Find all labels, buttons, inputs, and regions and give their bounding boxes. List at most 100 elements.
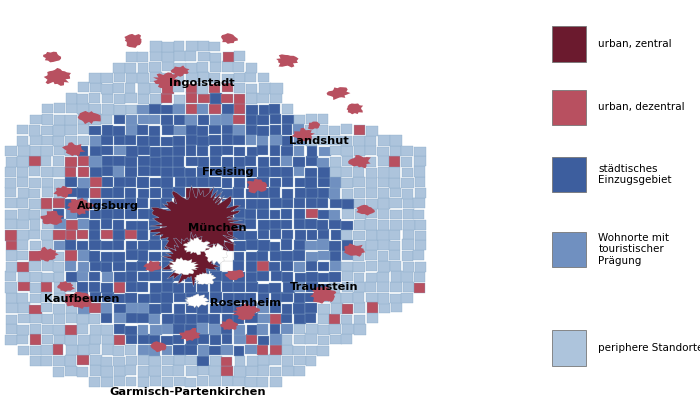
FancyBboxPatch shape	[197, 271, 209, 281]
FancyBboxPatch shape	[138, 355, 148, 365]
FancyBboxPatch shape	[365, 187, 377, 198]
FancyBboxPatch shape	[162, 377, 174, 387]
FancyBboxPatch shape	[233, 260, 244, 270]
FancyBboxPatch shape	[65, 334, 77, 345]
FancyBboxPatch shape	[246, 147, 258, 156]
FancyBboxPatch shape	[29, 210, 40, 219]
FancyBboxPatch shape	[342, 304, 354, 314]
FancyBboxPatch shape	[293, 250, 305, 260]
FancyBboxPatch shape	[281, 146, 293, 156]
FancyBboxPatch shape	[53, 146, 65, 155]
FancyBboxPatch shape	[162, 261, 174, 271]
FancyBboxPatch shape	[365, 281, 376, 291]
FancyBboxPatch shape	[101, 262, 112, 272]
FancyBboxPatch shape	[162, 314, 174, 324]
FancyBboxPatch shape	[210, 220, 221, 230]
FancyBboxPatch shape	[258, 126, 269, 136]
FancyBboxPatch shape	[53, 156, 64, 166]
FancyBboxPatch shape	[354, 177, 365, 187]
FancyBboxPatch shape	[341, 167, 353, 177]
Polygon shape	[327, 87, 351, 100]
Polygon shape	[161, 232, 220, 287]
FancyBboxPatch shape	[306, 272, 318, 282]
FancyBboxPatch shape	[355, 209, 366, 220]
FancyBboxPatch shape	[365, 250, 377, 260]
FancyBboxPatch shape	[414, 241, 426, 250]
FancyBboxPatch shape	[113, 252, 125, 262]
FancyBboxPatch shape	[197, 345, 209, 356]
FancyBboxPatch shape	[6, 157, 18, 167]
FancyBboxPatch shape	[197, 220, 208, 229]
FancyBboxPatch shape	[415, 231, 426, 240]
FancyBboxPatch shape	[197, 229, 208, 239]
FancyBboxPatch shape	[113, 261, 125, 271]
FancyBboxPatch shape	[305, 219, 317, 229]
FancyBboxPatch shape	[149, 315, 160, 324]
FancyBboxPatch shape	[198, 188, 210, 198]
FancyBboxPatch shape	[139, 166, 150, 176]
FancyBboxPatch shape	[258, 209, 269, 219]
FancyBboxPatch shape	[329, 324, 341, 334]
FancyBboxPatch shape	[126, 115, 137, 125]
FancyBboxPatch shape	[342, 146, 354, 156]
FancyBboxPatch shape	[295, 178, 307, 187]
FancyBboxPatch shape	[65, 366, 77, 376]
FancyBboxPatch shape	[101, 135, 113, 145]
FancyBboxPatch shape	[329, 126, 340, 135]
FancyBboxPatch shape	[354, 125, 365, 135]
FancyBboxPatch shape	[54, 103, 65, 113]
FancyBboxPatch shape	[53, 167, 65, 177]
FancyBboxPatch shape	[113, 94, 125, 104]
FancyBboxPatch shape	[65, 260, 76, 271]
FancyBboxPatch shape	[42, 104, 53, 113]
FancyBboxPatch shape	[53, 304, 65, 314]
FancyBboxPatch shape	[149, 365, 161, 375]
FancyBboxPatch shape	[101, 73, 113, 83]
FancyBboxPatch shape	[307, 146, 317, 157]
FancyBboxPatch shape	[149, 345, 160, 356]
Polygon shape	[194, 273, 216, 284]
FancyBboxPatch shape	[186, 104, 198, 114]
FancyBboxPatch shape	[379, 198, 390, 209]
FancyBboxPatch shape	[209, 314, 220, 324]
FancyBboxPatch shape	[270, 167, 282, 177]
FancyBboxPatch shape	[137, 229, 148, 239]
Polygon shape	[232, 304, 260, 320]
Polygon shape	[149, 185, 246, 262]
FancyBboxPatch shape	[114, 313, 126, 323]
Polygon shape	[292, 128, 315, 142]
FancyBboxPatch shape	[222, 376, 232, 386]
FancyBboxPatch shape	[390, 282, 402, 292]
FancyBboxPatch shape	[402, 220, 414, 229]
FancyBboxPatch shape	[209, 116, 221, 125]
FancyBboxPatch shape	[282, 177, 293, 187]
FancyBboxPatch shape	[101, 357, 112, 366]
FancyBboxPatch shape	[126, 303, 138, 313]
FancyBboxPatch shape	[42, 260, 54, 271]
FancyBboxPatch shape	[78, 282, 88, 292]
FancyBboxPatch shape	[136, 198, 148, 208]
FancyBboxPatch shape	[257, 344, 268, 355]
FancyBboxPatch shape	[197, 146, 209, 156]
FancyBboxPatch shape	[17, 325, 29, 335]
FancyBboxPatch shape	[17, 239, 27, 249]
FancyBboxPatch shape	[342, 240, 353, 251]
FancyBboxPatch shape	[90, 344, 100, 354]
FancyBboxPatch shape	[258, 293, 270, 303]
FancyBboxPatch shape	[65, 125, 77, 135]
FancyBboxPatch shape	[378, 239, 390, 250]
FancyBboxPatch shape	[29, 200, 41, 209]
FancyBboxPatch shape	[42, 314, 53, 324]
FancyBboxPatch shape	[102, 366, 113, 377]
FancyBboxPatch shape	[161, 105, 173, 114]
FancyBboxPatch shape	[42, 114, 52, 125]
FancyBboxPatch shape	[54, 115, 65, 125]
FancyBboxPatch shape	[89, 126, 102, 135]
FancyBboxPatch shape	[246, 333, 257, 344]
FancyBboxPatch shape	[401, 178, 414, 188]
FancyBboxPatch shape	[78, 262, 89, 272]
FancyBboxPatch shape	[233, 187, 244, 198]
FancyBboxPatch shape	[367, 313, 378, 323]
FancyBboxPatch shape	[209, 261, 220, 271]
FancyBboxPatch shape	[18, 209, 29, 220]
